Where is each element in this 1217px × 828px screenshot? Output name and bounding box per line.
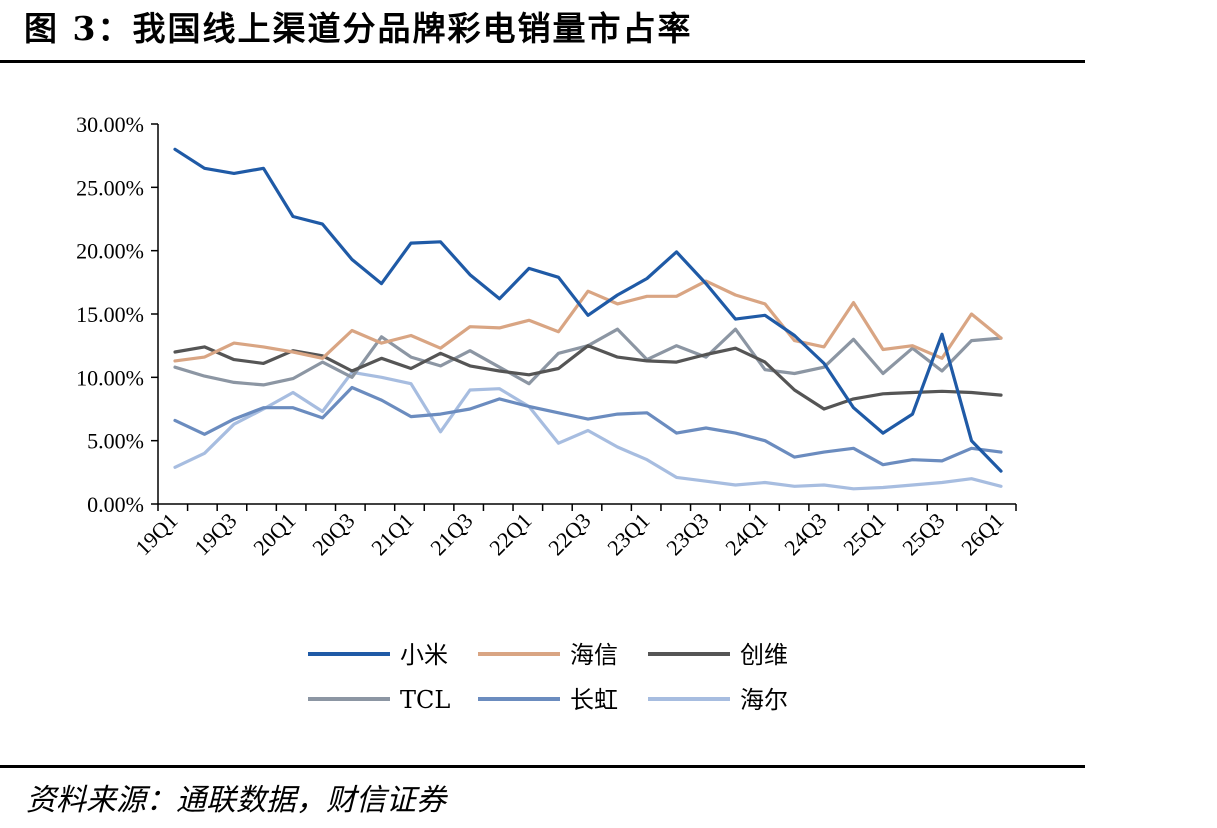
x-tick-label: 20Q3 (307, 508, 359, 560)
x-tick-label: 22Q1 (484, 508, 536, 560)
x-tick-label: 19Q3 (189, 508, 241, 560)
y-tick-label: 0.00% (87, 492, 144, 517)
series-line-6 (173, 370, 1003, 491)
x-tick-label: 20Q1 (248, 508, 300, 560)
legend-label: 海信 (570, 641, 618, 669)
y-tick-label: 10.00% (76, 365, 144, 390)
x-tick-label: 25Q1 (838, 508, 890, 560)
legend-label: 小米 (400, 641, 448, 669)
y-tick-label: 20.00% (76, 239, 144, 264)
x-tick-label: 21Q3 (425, 508, 477, 560)
y-axis: 0.00% 5.00% 10.00% 15.00% 20.00% 25.00% 30.00% (76, 112, 159, 517)
series-line-5 (173, 385, 1003, 467)
x-axis: 19Q1 19Q3 20Q1 20Q3 21Q1 21Q3 22Q1 22Q3 23Q1 23Q3… (130, 503, 1017, 560)
legend-label: 长虹 (570, 686, 618, 714)
series-line-2 (173, 279, 1003, 363)
series-lines (173, 147, 1003, 491)
series-line-3 (173, 344, 1003, 411)
legend-label: 创维 (740, 641, 788, 669)
x-tick-label: 26Q1 (956, 508, 1008, 560)
top-rule (0, 60, 1085, 63)
y-tick-label: 25.00% (76, 175, 144, 200)
x-tick-label: 21Q1 (366, 508, 418, 560)
source-note: 资料来源：通联数据，财信证券 (26, 783, 446, 818)
x-tick-label: 24Q1 (720, 508, 772, 560)
legend-label: TCL (400, 686, 450, 714)
y-tick-label: 15.00% (76, 302, 144, 327)
series-line-1 (173, 147, 1003, 473)
y-tick-label: 5.00% (87, 429, 144, 454)
x-tick-label: 24Q3 (779, 508, 831, 560)
bottom-rule (0, 765, 1085, 768)
x-tick-label: 22Q3 (543, 508, 595, 560)
x-tick-label: 25Q3 (897, 508, 949, 560)
legend-label: 海尔 (740, 686, 788, 714)
x-tick-label: 23Q1 (602, 508, 654, 560)
x-tick-label: 23Q3 (661, 508, 713, 560)
legend: 小米 海信 创维 TCL 长虹 海尔 (308, 641, 788, 714)
y-tick-label: 30.00% (76, 112, 144, 137)
figure-title: 图 3：我国线上渠道分品牌彩电销量市占率 (24, 9, 693, 48)
